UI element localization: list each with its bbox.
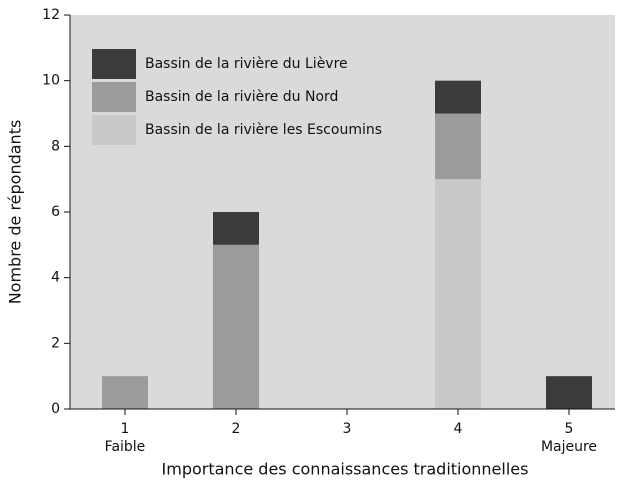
y-tick-label: 4 [51, 270, 60, 286]
x-tick-label: 3 [343, 421, 352, 437]
y-tick-label: 8 [51, 138, 60, 154]
x-tick-label: 2 [232, 421, 241, 437]
bar-segment [435, 179, 481, 409]
legend-swatch [92, 49, 136, 79]
x-tick-label: 1 [121, 421, 130, 437]
y-axis-label: Nombre de répondants [6, 120, 25, 305]
x-axis-label: Importance des connaissances traditionne… [162, 460, 529, 479]
y-tick-label: 12 [42, 7, 60, 23]
x-tick-label: 4 [454, 421, 463, 437]
y-tick-label: 2 [51, 335, 60, 351]
y-tick-label: 6 [51, 204, 60, 220]
x-tick-sublabel: Faible [105, 439, 146, 455]
bar-segment [213, 244, 259, 409]
bar-segment [102, 376, 148, 409]
x-tick-sublabel: Majeure [541, 439, 597, 455]
plot-area [70, 15, 615, 409]
legend-label: Bassin de la rivière du Lièvre [145, 56, 348, 72]
bar-segment [546, 376, 592, 409]
bar-segment [213, 212, 259, 245]
legend-swatch [92, 82, 136, 112]
legend-label: Bassin de la rivière du Nord [145, 89, 338, 105]
bar-segment [435, 113, 481, 180]
legend-swatch [92, 115, 136, 145]
legend-label: Bassin de la rivière les Escoumins [145, 122, 382, 138]
y-tick-label: 0 [51, 401, 60, 417]
y-tick-label: 10 [42, 73, 60, 89]
x-tick-label: 5 [565, 421, 574, 437]
bar-segment [435, 80, 481, 114]
